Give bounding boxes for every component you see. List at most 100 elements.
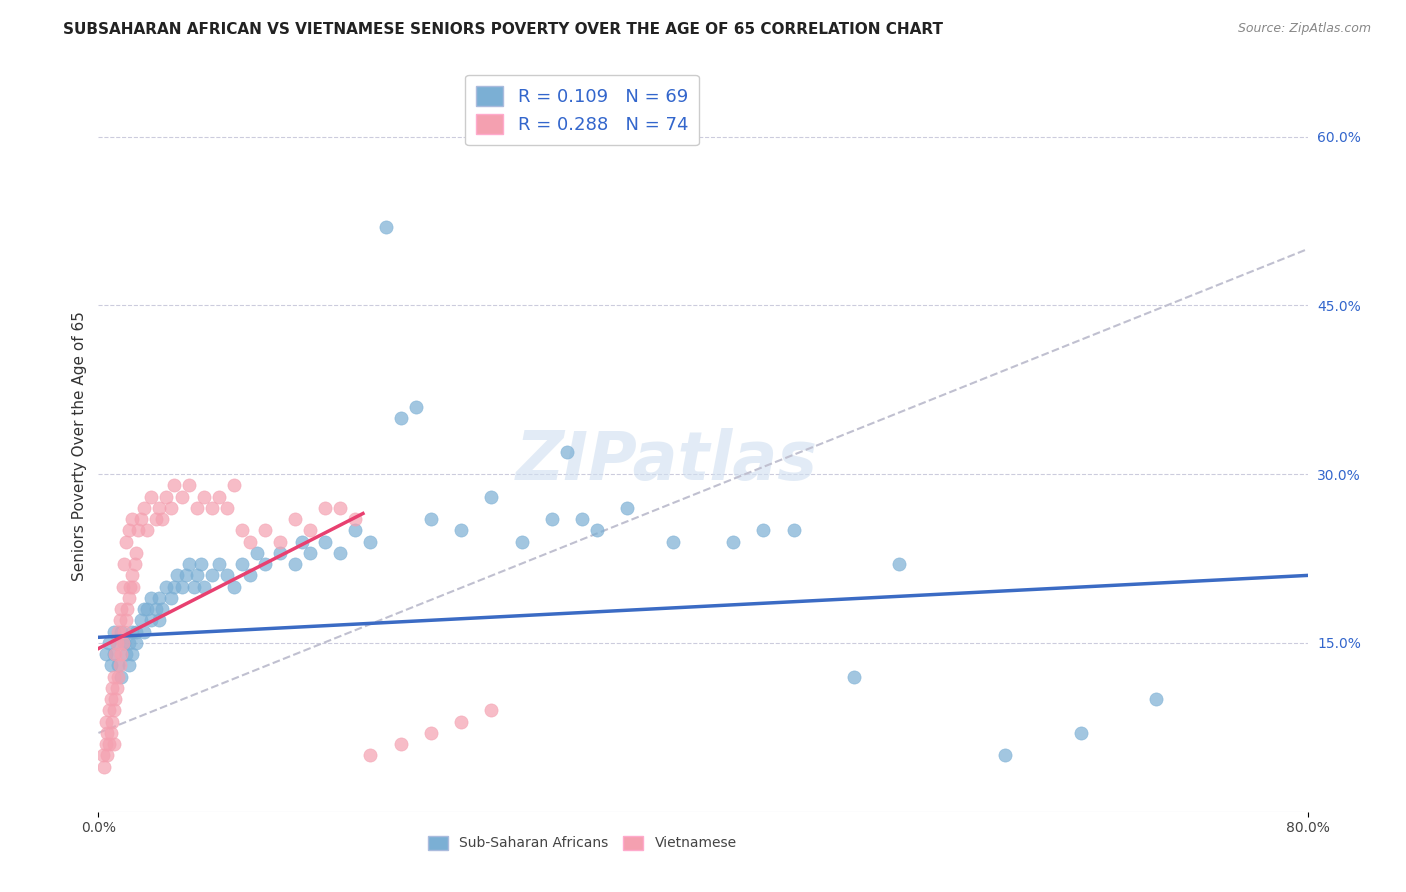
Point (112, 624, 135, 639)
Point (201, 500, 224, 515)
Point (360, 534, 382, 549)
Point (118, 636, 141, 650)
Point (299, 546, 322, 560)
Point (100, 726, 122, 740)
Point (1144, 692, 1167, 706)
Point (481, 703, 503, 717)
Point (299, 524, 322, 538)
Point (586, 524, 609, 538)
Point (155, 490, 177, 504)
Point (114, 647, 136, 661)
Point (114, 614, 136, 628)
Point (1070, 726, 1092, 740)
Point (125, 546, 148, 560)
Point (450, 714, 472, 729)
Point (110, 670, 132, 684)
Point (132, 624, 155, 639)
Point (108, 614, 131, 628)
Point (186, 500, 208, 515)
Point (174, 568, 197, 582)
Point (224, 478, 246, 492)
Point (141, 614, 163, 628)
Point (129, 614, 152, 628)
Point (100, 692, 122, 706)
Point (405, 400, 427, 414)
Point (129, 512, 152, 526)
Point (94, 647, 117, 661)
Point (246, 546, 269, 560)
Point (193, 580, 215, 594)
Point (723, 534, 745, 549)
Point (104, 647, 127, 661)
Point (571, 512, 593, 526)
Point (224, 580, 246, 594)
Point (314, 534, 336, 549)
Point (107, 658, 129, 673)
Point (105, 636, 128, 650)
Point (344, 524, 367, 538)
Point (107, 670, 129, 684)
Point (111, 580, 134, 594)
Point (93, 760, 115, 774)
Point (284, 512, 307, 526)
Point (420, 726, 443, 740)
Point (269, 534, 291, 549)
Point (114, 534, 136, 549)
Text: Source: ZipAtlas.com: Source: ZipAtlas.com (1237, 22, 1371, 36)
Point (96, 726, 118, 740)
Point (450, 524, 472, 538)
Point (170, 580, 193, 594)
Point (150, 602, 173, 616)
Point (124, 557, 146, 571)
Point (208, 557, 231, 571)
Point (253, 524, 276, 538)
Point (540, 512, 562, 526)
Point (193, 490, 215, 504)
Point (98, 703, 121, 717)
Point (145, 512, 167, 526)
Point (344, 512, 367, 526)
Point (170, 490, 193, 504)
Point (103, 647, 125, 661)
Point (121, 624, 143, 639)
Point (510, 534, 533, 549)
Y-axis label: Seniors Poverty Over the Age of 65: Seniors Poverty Over the Age of 65 (72, 311, 87, 581)
Point (183, 580, 205, 594)
Point (163, 478, 186, 492)
Point (104, 692, 127, 706)
Point (141, 591, 163, 605)
Point (127, 524, 149, 538)
Point (105, 636, 128, 650)
Point (122, 580, 145, 594)
Point (994, 748, 1017, 763)
Point (231, 557, 253, 571)
Point (98, 737, 121, 751)
Point (118, 524, 141, 538)
Point (752, 524, 775, 538)
Point (179, 478, 201, 492)
Point (360, 748, 382, 763)
Point (201, 568, 224, 582)
Point (155, 580, 177, 594)
Point (103, 737, 125, 751)
Point (100, 658, 122, 673)
Point (91, 748, 114, 763)
Point (231, 524, 253, 538)
Point (141, 490, 163, 504)
Point (103, 624, 125, 639)
Point (110, 647, 132, 661)
Point (108, 658, 131, 673)
Point (125, 636, 148, 650)
Point (291, 534, 314, 549)
Point (661, 534, 683, 549)
Point (555, 444, 578, 458)
Point (94, 737, 117, 751)
Text: ZIPatlas: ZIPatlas (516, 427, 818, 493)
Point (135, 524, 157, 538)
Point (190, 557, 212, 571)
Point (179, 557, 201, 571)
Point (125, 624, 148, 639)
Point (101, 681, 124, 695)
Text: SUBSAHARAN AFRICAN VS VIETNAMESE SENIORS POVERTY OVER THE AGE OF 65 CORRELATION : SUBSAHARAN AFRICAN VS VIETNAMESE SENIORS… (63, 22, 943, 37)
Point (329, 546, 352, 560)
